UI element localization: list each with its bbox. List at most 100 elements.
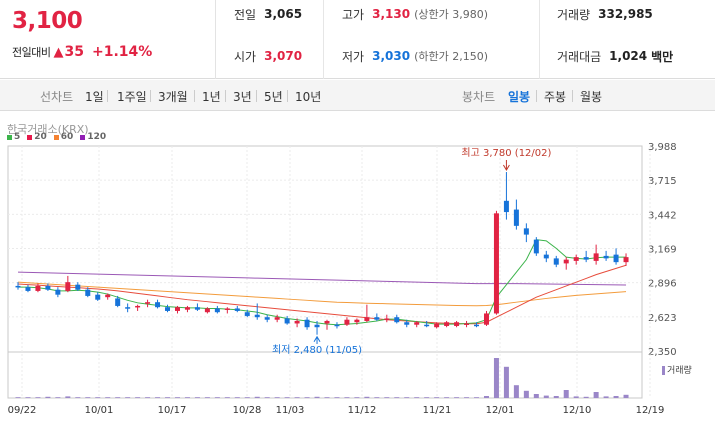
candle-body xyxy=(304,319,310,328)
volume-bar xyxy=(35,397,41,398)
volume-bar xyxy=(155,397,161,398)
amount-label: 거래대금 xyxy=(557,49,602,64)
volume-bar xyxy=(314,396,320,398)
divider xyxy=(572,90,573,102)
volume-bar xyxy=(354,397,360,398)
amount-value: 1,024 xyxy=(609,49,648,63)
y-tick-label: 2,350 xyxy=(648,347,677,358)
volume-bar xyxy=(613,396,619,398)
period-5y[interactable]: 5년 xyxy=(264,90,283,104)
volume-bar xyxy=(25,397,31,398)
divider xyxy=(323,0,324,79)
legend-ma60: 60 xyxy=(53,132,73,142)
ma-legend: 5 20 60 120 xyxy=(7,132,113,142)
candle-body xyxy=(314,324,320,328)
price-info-grid: 전일 3,065 고가 3,130 (상한가 3,980) 거래량 332,98… xyxy=(217,0,715,79)
volume-bar xyxy=(364,396,370,398)
legend-label: 120 xyxy=(87,132,107,142)
candle-daily[interactable]: 일봉 xyxy=(508,90,531,104)
line-chart-label[interactable]: 선차트 xyxy=(40,90,74,104)
volume-bar xyxy=(603,396,609,398)
divider xyxy=(287,90,288,102)
volume-bar xyxy=(244,397,250,398)
low-value: 3,030 xyxy=(372,49,411,63)
volume-bar xyxy=(284,397,290,398)
x-tick-label: 09/22 xyxy=(8,405,37,416)
period-10y[interactable]: 10년 xyxy=(295,90,322,104)
trade-amount: 거래대금 1,024 백만 xyxy=(557,46,673,66)
lower-limit: (하한가 2,150) xyxy=(414,50,488,63)
candle-chart-label[interactable]: 봉차트 xyxy=(462,90,496,104)
candle-body xyxy=(115,298,121,306)
low-annotation: 최저 2,480 (11/05) xyxy=(272,344,362,356)
prev-close: 전일 3,065 xyxy=(234,4,302,24)
x-tick-label: 12/19 xyxy=(636,405,665,416)
volume-bar xyxy=(194,397,200,398)
volume-bar xyxy=(424,397,430,398)
volume-bar xyxy=(483,396,489,398)
x-tick-label: 12/10 xyxy=(563,405,592,416)
candle-body xyxy=(424,324,430,327)
candle-body xyxy=(45,285,51,290)
chart-source: 한국거래소(KRX) xyxy=(7,123,89,136)
candle-body xyxy=(593,253,599,261)
candle-body xyxy=(65,282,71,291)
candle-weekly[interactable]: 주봉 xyxy=(544,90,567,104)
ma60-line xyxy=(17,281,627,307)
candle-body xyxy=(105,294,111,298)
period-3m[interactable]: 3개월 xyxy=(158,90,188,104)
volume-bar xyxy=(224,397,230,398)
volume-bar xyxy=(563,390,569,398)
candle-body xyxy=(474,324,480,327)
candle-body xyxy=(254,314,260,318)
volume-bar xyxy=(184,397,190,398)
legend-swatch xyxy=(27,134,33,140)
volume-bar xyxy=(344,397,350,398)
divider xyxy=(194,90,195,102)
volume-bar xyxy=(45,396,51,398)
x-tick-label: 11/12 xyxy=(348,405,377,416)
open-value: 3,070 xyxy=(264,49,303,63)
candle-body xyxy=(125,307,131,309)
volume-bar xyxy=(474,397,480,398)
candle-body xyxy=(603,255,609,259)
high-value: 3,130 xyxy=(372,7,411,21)
candle-body xyxy=(155,302,161,308)
candle-body xyxy=(384,318,390,320)
candle-body xyxy=(55,289,61,295)
divider xyxy=(107,90,108,102)
period-1d[interactable]: 1일 xyxy=(85,90,104,104)
divider xyxy=(256,90,257,102)
volume-bar xyxy=(254,396,260,398)
high-annotation: 최고 3,780 (12/02) xyxy=(461,147,551,159)
volume-bar xyxy=(464,397,470,398)
candle-body xyxy=(533,239,539,254)
current-price: 3,100 xyxy=(12,8,83,34)
period-1y[interactable]: 1년 xyxy=(202,90,221,104)
candle-body xyxy=(184,307,190,310)
volume-bar xyxy=(95,397,101,398)
period-3y[interactable]: 3년 xyxy=(233,90,252,104)
volume-bar xyxy=(105,397,111,398)
volume-bar xyxy=(384,397,390,398)
candle-body xyxy=(75,284,81,290)
x-tick-label: 11/03 xyxy=(276,405,305,416)
low-label: 저가 xyxy=(342,49,365,64)
candle-body xyxy=(364,317,370,321)
candle-body xyxy=(483,313,489,325)
legend-ma20: 20 xyxy=(27,132,47,142)
candle-body xyxy=(294,320,300,324)
candle-body xyxy=(324,320,330,324)
volume-bar xyxy=(404,397,410,398)
candle-body xyxy=(204,308,210,313)
up-triangle-icon: ▲ xyxy=(53,44,64,60)
x-tick-label: 10/01 xyxy=(85,405,114,416)
candle-monthly[interactable]: 월봉 xyxy=(580,90,603,104)
period-1w[interactable]: 1주일 xyxy=(117,90,147,104)
candle-body xyxy=(95,294,101,300)
candle-body xyxy=(284,318,290,324)
volume-bar xyxy=(234,397,240,398)
volume-bar xyxy=(135,397,141,398)
candle-body xyxy=(394,317,400,323)
